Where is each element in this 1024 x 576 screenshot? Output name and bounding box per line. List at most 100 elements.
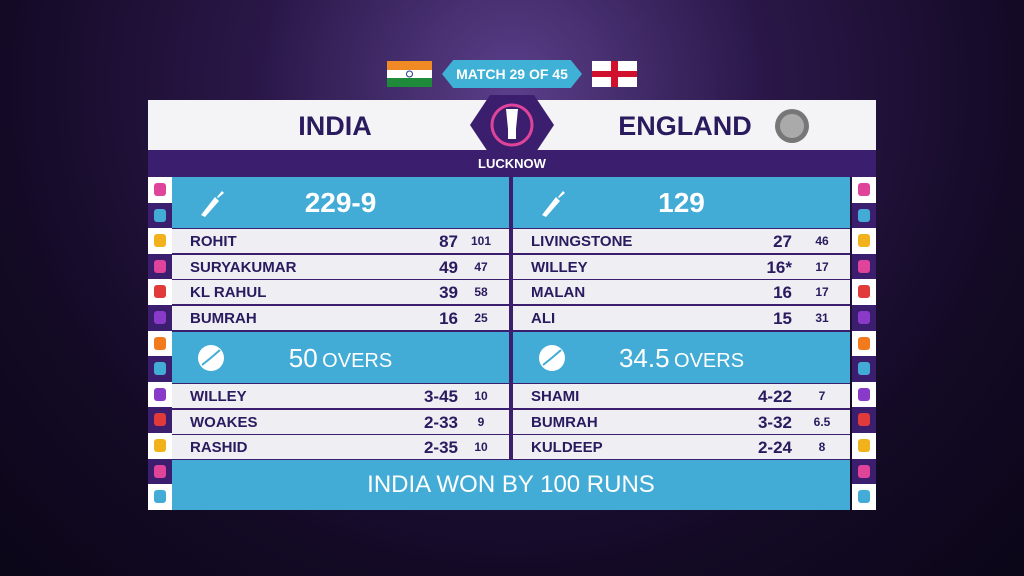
batting-row: SURYAKUMAR 49 47	[172, 254, 509, 279]
decoration	[154, 336, 166, 350]
decoration	[154, 362, 166, 376]
balls: 17	[815, 285, 829, 300]
runs: 16	[773, 283, 792, 303]
decoration	[154, 464, 166, 478]
runs: 16	[439, 308, 458, 328]
overs: 6.5	[813, 414, 831, 429]
decoration	[858, 387, 870, 401]
venue: LUCKNOW	[478, 156, 546, 171]
decoration	[154, 439, 166, 452]
figures: 2-33	[423, 412, 458, 432]
player-name: LIVINGSTONE	[531, 233, 633, 250]
balls: 25	[474, 310, 488, 325]
team-badge	[775, 109, 809, 143]
team-name: ENGLAND	[618, 111, 752, 141]
batting-row: WILLEY 16* 17	[513, 254, 850, 279]
player-name: KULDEEP	[531, 439, 603, 457]
overs-bar	[513, 332, 850, 383]
batting-row: ROHIT 87 101	[172, 229, 509, 253]
decoration	[858, 439, 870, 452]
decoration	[858, 362, 870, 376]
overs-count: 34.5	[618, 343, 670, 373]
player-name: ROHIT	[190, 233, 237, 250]
balls: 31	[815, 310, 829, 325]
balls: 47	[474, 259, 488, 274]
decoration	[154, 413, 166, 427]
bowling-row: RASHID 2-35 10	[172, 435, 509, 460]
england-flag	[592, 61, 637, 87]
player-name: WOAKES	[190, 413, 258, 431]
overs-bar	[172, 332, 509, 383]
player-name: RASHID	[190, 439, 248, 457]
bowling-row: KULDEEP 2-24 8	[513, 435, 850, 460]
decoration	[154, 490, 166, 504]
team-score: 129	[658, 187, 705, 218]
overs: 9	[477, 414, 485, 429]
team-name: INDIA	[298, 111, 372, 141]
venue-strip	[148, 150, 876, 177]
ball-icon	[198, 345, 224, 371]
batting-row: ALI 15 31	[513, 305, 850, 330]
bowling-row: BUMRAH 3-32 6.5	[513, 409, 850, 434]
decoration	[154, 234, 166, 248]
bat-icon	[201, 191, 224, 217]
bowling-row: SHAMI 4-22 7	[513, 384, 850, 408]
batting-row: LIVINGSTONE 27 46	[513, 229, 850, 253]
score-bar	[172, 177, 509, 228]
decoration	[858, 285, 870, 299]
player-name: KL RAHUL	[190, 284, 267, 302]
player-name: WILLEY	[531, 258, 588, 276]
bowling-row: WILLEY 3-45 10	[172, 384, 509, 408]
decoration	[858, 464, 870, 478]
decoration	[858, 413, 870, 427]
ball-icon	[539, 345, 565, 371]
runs: 16*	[766, 257, 792, 277]
decoration	[858, 311, 870, 324]
runs: 49	[439, 257, 458, 277]
overs: 10	[474, 389, 488, 403]
overs-text: 34.5 OVERS	[513, 332, 850, 383]
decoration	[154, 183, 166, 196]
batting-row: MALAN 16 17	[513, 280, 850, 305]
decoration	[858, 234, 870, 248]
result: INDIA WON BY 100 RUNS	[172, 460, 850, 510]
decoration	[858, 259, 870, 273]
decoration	[154, 285, 166, 299]
trophy-logo	[470, 95, 554, 155]
figures: 3-45	[423, 387, 458, 406]
bowling-row: WOAKES 2-33 9	[172, 409, 509, 434]
india-flag	[387, 61, 432, 87]
decoration	[858, 183, 870, 196]
overs: 10	[474, 440, 488, 455]
player-name: BUMRAH	[531, 413, 598, 431]
overs: 8	[818, 440, 826, 455]
batting-row: KL RAHUL 39 58	[172, 280, 509, 305]
runs: 39	[439, 283, 458, 303]
bat-icon	[542, 191, 565, 217]
balls: 101	[470, 234, 492, 248]
overs-count: 50	[288, 343, 318, 373]
player-name: ALI	[531, 309, 556, 327]
decoration	[858, 208, 870, 222]
player-name: SHAMI	[531, 388, 580, 405]
runs: 27	[773, 232, 792, 251]
balls: 58	[474, 285, 488, 300]
player-name: WILLEY	[190, 388, 247, 405]
runs: 15	[773, 308, 792, 328]
overs-label: OVERS	[674, 350, 745, 372]
figures: 4-22	[757, 387, 792, 406]
decoration	[154, 208, 166, 222]
player-name: SURYAKUMAR	[190, 258, 297, 276]
runs: 87	[439, 232, 458, 251]
overs-label: OVERS	[322, 350, 393, 372]
player-name: MALAN	[531, 284, 586, 302]
overs-text: 50 OVERS	[172, 332, 509, 383]
decoration	[154, 311, 166, 324]
decoration	[858, 490, 870, 504]
decoration	[858, 336, 870, 350]
figures: 3-32	[757, 412, 792, 432]
decoration	[154, 387, 166, 401]
balls: 46	[815, 234, 829, 248]
figures: 2-24	[757, 438, 792, 458]
